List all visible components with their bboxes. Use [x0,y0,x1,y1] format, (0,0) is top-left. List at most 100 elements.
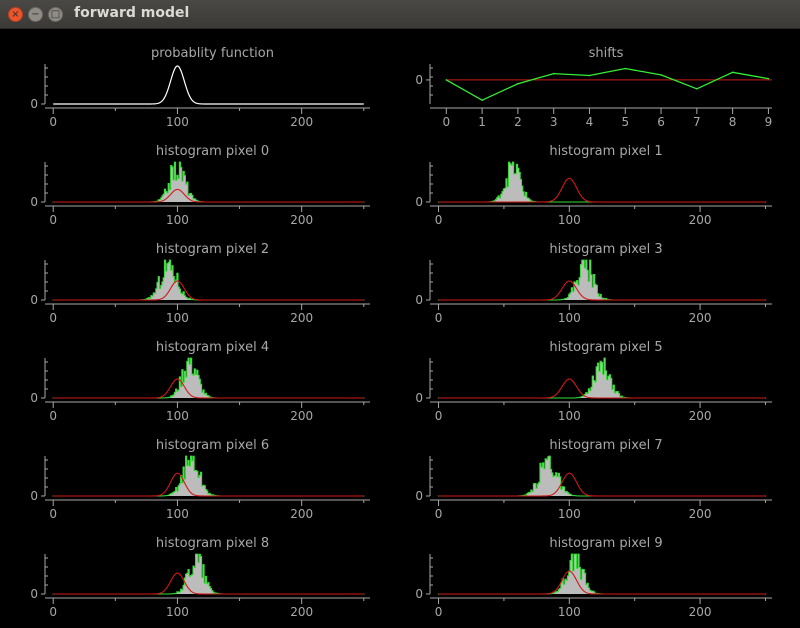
x-tick-label: 3 [550,115,558,129]
x-tick-label: 2 [514,115,522,129]
x-tick-label: 8 [729,115,737,129]
x-tick-label: 200 [290,213,313,227]
minimize-button[interactable]: − [28,7,43,22]
chart-title: histogram pixel 0 [156,144,269,159]
shifts-point [696,88,698,90]
maximize-icon: □ [50,9,61,20]
x-tick-label: 0 [49,605,57,619]
y-tick-label: 0 [30,489,38,503]
x-tick-label: 0 [49,115,57,129]
chart-pixel1: histogram pixel 1 00 100 200 [415,144,772,227]
y-tick-label: 0 [415,73,423,87]
x-tick-label: 200 [290,115,313,129]
chart-title: histogram pixel 7 [549,438,662,453]
x-tick-label: 0 [435,605,443,619]
x-tick-label: 0 [49,507,57,521]
x-tick-label: 200 [689,311,712,325]
y-tick-label: 0 [415,293,423,307]
chart-pixel6: histogram pixel 6 00 100 200 [30,438,370,521]
x-tick-label: 7 [693,115,701,129]
x-tick-label: 100 [558,409,581,423]
chart-shifts: shifts 0 0 1 2 3 4 5 6 7 8 9 [415,46,772,129]
shifts-line [445,67,769,101]
shifts-point [731,71,734,74]
chart-title: histogram pixel 6 [156,438,269,453]
x-tick-label: 200 [689,409,712,423]
shifts-point [481,99,483,101]
y-tick-label: 0 [30,195,38,209]
x-tick-label: 100 [558,605,581,619]
shifts-point [767,77,770,80]
x-tick-label: 0 [442,115,450,129]
x-tick-label: 9 [765,115,773,129]
histogram-area [52,456,365,496]
y-tick-label: 0 [30,587,38,601]
x-tick-label: 1 [478,115,486,129]
y-tick-label: 0 [415,489,423,503]
title-bar: × − □ forward model [0,0,800,29]
chart-pixel5: histogram pixel 5 00 100 200 [415,340,772,423]
x-tick-label: 0 [49,409,57,423]
chart-pixel7: histogram pixel 7 00 100 200 [415,438,772,521]
x-tick-label: 0 [435,213,443,227]
chart-title: histogram pixel 8 [156,536,269,551]
y-tick-label: 0 [30,391,38,405]
model-curve [53,188,364,203]
histogram-area [437,260,767,300]
x-tick-label: 100 [166,605,189,619]
model-curve [438,472,766,497]
histogram-outline [437,161,767,203]
x-tick-label: 100 [166,311,189,325]
x-tick-label: 200 [290,605,313,619]
chart-title: histogram pixel 5 [549,340,662,355]
shifts-point [588,74,591,77]
y-tick-label: 0 [415,195,423,209]
x-tick-label: 200 [689,605,712,619]
histogram-outline [52,161,365,203]
x-tick-label: 100 [558,507,581,521]
chart-title: histogram pixel 9 [549,536,662,551]
close-icon: × [11,9,20,20]
x-tick-label: 0 [49,311,57,325]
chart-title: histogram pixel 4 [156,340,269,355]
histogram-area [52,358,365,398]
x-tick-label: 5 [621,115,629,129]
x-tick-label: 100 [558,311,581,325]
x-tick-label: 100 [166,213,189,227]
model-curve [438,177,766,203]
chart-pixel8: histogram pixel 8 00 100 200 [30,536,370,619]
shifts-point [445,79,448,81]
histogram-area [437,358,767,398]
shifts-point [660,74,662,76]
maximize-button[interactable]: □ [48,7,63,22]
probability-curve [53,65,364,105]
histogram-area [437,162,767,202]
x-tick-label: 100 [166,409,189,423]
close-button[interactable]: × [8,7,23,22]
chart-title: histogram pixel 1 [549,144,662,159]
histogram-area [437,554,767,594]
x-tick-label: 0 [435,311,443,325]
chart-pixel0: histogram pixel 0 00 100 200 [30,144,370,227]
shifts-point [517,82,519,85]
window-title: forward model [74,5,190,21]
y-tick-label: 0 [415,587,423,601]
x-tick-label: 0 [49,213,57,227]
chart-title: histogram pixel 2 [156,242,269,257]
x-tick-label: 4 [586,115,594,129]
histogram-outline [437,259,767,301]
x-tick-label: 200 [290,311,313,325]
x-tick-label: 0 [435,507,443,521]
chart-pixel3: histogram pixel 3 00 100 200 [415,242,772,325]
model-curve [53,472,364,497]
x-tick-label: 200 [290,507,313,521]
model-curve [53,378,364,399]
chart-pixel4: histogram pixel 4 00 100 200 [30,340,370,423]
chart-title: shifts [589,46,624,61]
chart-pixel9: histogram pixel 9 00 100 200 [415,536,772,619]
x-tick-label: 100 [166,507,189,521]
x-tick-label: 100 [558,213,581,227]
shifts-point [624,67,627,70]
x-tick-label: 6 [657,115,665,129]
